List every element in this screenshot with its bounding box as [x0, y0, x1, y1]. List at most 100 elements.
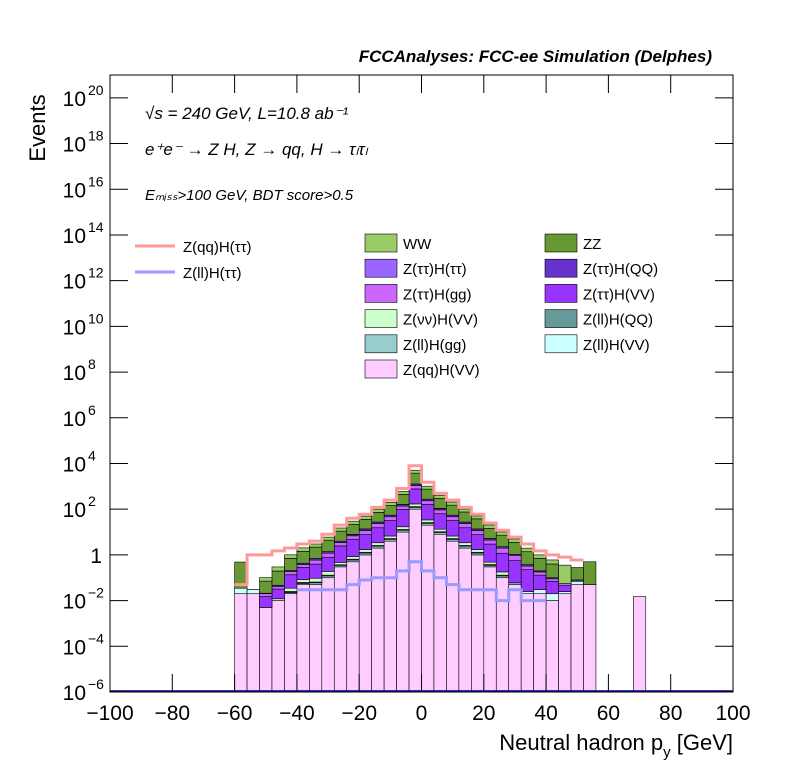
x-tick-label: −100 — [86, 702, 133, 725]
legend-label: Z(νν)H(VV) — [403, 312, 478, 329]
bar — [409, 486, 421, 489]
y-tick-power: 12 — [88, 265, 104, 281]
bar — [471, 530, 483, 534]
bar — [521, 552, 533, 565]
bar — [496, 578, 508, 692]
bar — [571, 568, 583, 580]
bar — [496, 553, 508, 572]
bar — [559, 565, 571, 583]
y-tick-base: 10 — [63, 88, 86, 111]
bar — [409, 504, 421, 507]
bar — [272, 589, 284, 599]
bar — [446, 502, 458, 505]
y-tick-label: 10 — [63, 362, 86, 385]
bar — [559, 586, 571, 592]
y-tick-label: 10 — [63, 453, 86, 476]
bar — [297, 567, 309, 579]
bar — [309, 564, 321, 578]
bar — [384, 506, 396, 516]
bar — [509, 555, 521, 560]
bar — [322, 553, 334, 557]
y-tick-label: 10 — [63, 591, 86, 614]
chart-title: FCCAnalyses: FCC-ee Simulation (Delphes) — [359, 47, 713, 66]
bar — [546, 579, 558, 581]
legend-swatch — [365, 335, 397, 353]
bar — [309, 547, 321, 558]
bar — [284, 588, 296, 591]
bar — [446, 517, 458, 521]
bar — [471, 550, 483, 553]
legend-label: Z(ll)H(ττ) — [183, 265, 242, 282]
bar — [534, 594, 546, 692]
bar — [247, 590, 259, 594]
bar — [334, 562, 346, 564]
bar — [260, 581, 272, 593]
bar — [347, 557, 359, 560]
legend-label: Z(qq)H(VV) — [403, 362, 480, 379]
bar — [409, 509, 421, 692]
bar — [235, 594, 247, 692]
y-tick-power: 10 — [88, 310, 104, 326]
bar — [496, 535, 508, 547]
bar — [372, 512, 384, 522]
y-tick-base: 10 — [63, 362, 86, 385]
y-tick-power: 8 — [88, 356, 96, 372]
bar — [546, 581, 558, 593]
y-tick-label: 10 — [63, 316, 86, 339]
bar — [434, 514, 446, 529]
y-tick-power: 4 — [88, 447, 96, 463]
bar — [546, 564, 558, 578]
bar — [534, 572, 546, 575]
x-tick-label: 40 — [534, 702, 557, 725]
bar — [359, 519, 371, 528]
bar — [534, 590, 546, 594]
legend-swatch — [545, 335, 577, 353]
bar — [459, 512, 471, 522]
x-label-unit: [GeV] — [671, 730, 733, 755]
x-label-text: Neutral hadron p — [499, 730, 663, 755]
bar — [633, 597, 645, 692]
bar — [571, 585, 583, 692]
bar — [272, 567, 284, 571]
bar — [446, 521, 458, 536]
bar — [397, 532, 409, 692]
bar — [397, 527, 409, 530]
bar — [359, 555, 371, 692]
y-axis-label: Events — [25, 94, 50, 161]
bar — [297, 580, 309, 583]
bar — [322, 578, 334, 692]
bar — [309, 585, 321, 692]
legend-swatch — [545, 310, 577, 328]
x-tick-label: 80 — [659, 702, 682, 725]
x-tick-label: −80 — [154, 702, 190, 725]
bar — [559, 594, 571, 692]
bar — [422, 486, 434, 489]
bar — [397, 491, 409, 494]
bar — [309, 578, 321, 582]
bar — [409, 489, 421, 504]
bar — [471, 535, 483, 550]
y-tick-label: 1 — [90, 545, 102, 568]
bar — [546, 601, 558, 692]
bar — [384, 502, 396, 505]
bar — [496, 572, 508, 575]
bar — [384, 536, 396, 539]
y-tick-base: 10 — [63, 271, 86, 294]
bar — [559, 591, 571, 593]
y-tick-power: 6 — [88, 402, 96, 418]
bar — [359, 535, 371, 550]
y-tick-label: 10 — [63, 134, 86, 157]
bar — [297, 551, 309, 563]
legend-swatch — [365, 284, 397, 302]
bar — [422, 504, 434, 520]
y-tick-label: 10 — [63, 179, 86, 202]
bar — [372, 524, 384, 528]
y-tick-base: 10 — [63, 179, 86, 202]
bar — [384, 521, 396, 536]
y-tick-label: 10 — [63, 636, 86, 659]
bar — [471, 555, 483, 692]
bar — [409, 470, 421, 473]
legend-label: Z(qq)H(ττ) — [183, 239, 252, 256]
bar — [372, 528, 384, 543]
bar — [422, 520, 434, 523]
